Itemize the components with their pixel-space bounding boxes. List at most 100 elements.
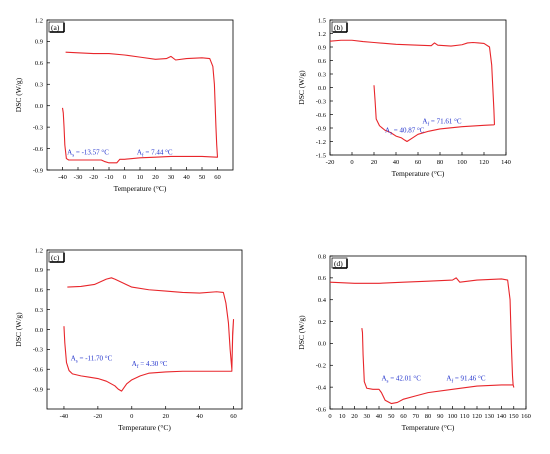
x-tick-label: -10 — [105, 174, 114, 181]
x-tick-label: 20 — [152, 174, 159, 181]
x-axis-label: Temperature (°C) — [402, 423, 455, 432]
y-tick-label: 0.6 — [318, 58, 327, 65]
y-tick-label: 1.2 — [35, 247, 43, 254]
transformation-temperature-annotation: Af = 7.44 °C — [137, 148, 173, 158]
x-tick-label: 90 — [437, 413, 444, 420]
x-tick-label: 150 — [509, 413, 519, 420]
y-tick-label: -0.9 — [316, 125, 326, 132]
y-tick-label: 0.3 — [35, 307, 43, 314]
x-tick-label: 100 — [457, 159, 467, 166]
y-tick-label: 0.0 — [318, 341, 326, 348]
x-tick-label: 100 — [448, 413, 458, 420]
panel-a: -40 -30 -20 -10 0 10 20 30 40 50 60 -0.9 -0.6 -0.3 0.0… — [14, 17, 234, 193]
x-tick-label: 20 — [162, 413, 169, 420]
x-tick-label: 60 — [415, 159, 422, 166]
x-tick-label: 10 — [339, 413, 346, 420]
y-tick-label: 1.5 — [318, 17, 326, 24]
y-axis-label: DSC (W/g) — [297, 70, 306, 105]
y-tick-label: 0.6 — [318, 275, 327, 282]
panel-b: -20 0 20 40 60 80 100 120 140 -1.5 -1.2 -0.9 -0.6 -0.… — [297, 17, 511, 178]
transformation-temperature-annotation: As = -13.57 °C — [67, 148, 109, 158]
x-tick-label: -20 — [326, 159, 335, 166]
x-tick-label: 30 — [168, 174, 175, 181]
x-tick-label: 0 — [123, 174, 126, 181]
x-tick-label: -40 — [60, 413, 69, 420]
x-tick-label: 50 — [199, 174, 206, 181]
y-tick-label: -0.3 — [33, 347, 43, 354]
transformation-temperature-annotation: Af = 71.61 °C — [422, 118, 461, 128]
y-tick-label: -0.6 — [316, 112, 327, 119]
y-tick-label: 0.4 — [318, 297, 327, 304]
y-axis-label: DSC (W/g) — [14, 77, 23, 112]
x-tick-label: 0 — [130, 413, 133, 420]
dsc-curve — [61, 51, 219, 164]
x-tick-label: 160 — [521, 413, 531, 420]
x-tick-label: 40 — [376, 413, 383, 420]
transformation-temperature-annotation: As = 40.87 °C — [385, 127, 425, 137]
dsc-curve — [63, 277, 235, 392]
y-tick-label: -0.3 — [316, 98, 326, 105]
x-tick-label: -20 — [89, 174, 98, 181]
x-tick-label: 80 — [425, 413, 432, 420]
x-tick-label: 40 — [196, 413, 203, 420]
y-tick-label: -0.6 — [33, 367, 44, 374]
transformation-temperature-annotation: Af = 4.30 °C — [132, 360, 168, 370]
panel-label: (b) — [334, 23, 343, 32]
transformation-temperature-annotation: As = 42.01 °C — [381, 375, 421, 385]
x-tick-label: 20 — [351, 413, 358, 420]
transformation-temperature-annotation: Af = 91.46 °C — [446, 375, 485, 385]
panel-d: 0 10 20 30 40 50 60 70 80 90 100 110 120 130 140 150 160… — [297, 253, 531, 432]
transformation-temperature-annotation: As = -11.70 °C — [71, 355, 113, 365]
y-tick-label: 0.3 — [318, 71, 326, 78]
x-tick-label: 110 — [460, 413, 470, 420]
y-tick-label: -0.9 — [33, 167, 43, 174]
y-tick-label: 1.2 — [35, 17, 43, 24]
y-tick-label: 0.2 — [318, 319, 326, 326]
dsc-curve — [329, 277, 515, 405]
x-axis-label: Temperature (°C) — [392, 169, 445, 178]
x-tick-label: 40 — [393, 159, 400, 166]
y-tick-label: 1.2 — [318, 31, 326, 38]
y-tick-label: -0.9 — [33, 386, 43, 393]
x-tick-label: -40 — [58, 174, 67, 181]
y-tick-label: -1.5 — [316, 152, 326, 159]
y-tick-label: 0.6 — [35, 60, 44, 67]
panel-c: -40 -20 0 20 40 60 -0.9 -0.6 -0.3 0.0 0.3 0.6 0.9 1.2… — [14, 247, 243, 432]
y-axis-label: DSC (W/g) — [297, 315, 306, 350]
y-tick-label: 0.0 — [35, 327, 43, 334]
x-tick-label: 30 — [364, 413, 371, 420]
x-tick-label: 120 — [479, 159, 489, 166]
x-tick-label: 70 — [413, 413, 420, 420]
x-tick-label: 130 — [484, 413, 494, 420]
x-tick-label: 140 — [497, 413, 507, 420]
y-tick-label: 0.9 — [318, 44, 326, 51]
x-tick-label: 140 — [501, 159, 511, 166]
y-tick-label: 0.8 — [318, 253, 326, 260]
y-tick-label: 0.6 — [35, 287, 44, 294]
y-tick-label: 0.0 — [35, 103, 43, 110]
dsc-curve — [329, 39, 496, 143]
x-tick-label: 60 — [400, 413, 407, 420]
x-tick-label: 0 — [350, 159, 353, 166]
y-axis-label: DSC (W/g) — [14, 312, 23, 347]
panel-label: (d) — [334, 259, 343, 268]
y-tick-label: 0.3 — [35, 82, 43, 89]
x-axis-label: Temperature (°C) — [118, 423, 171, 432]
x-tick-label: 60 — [214, 174, 221, 181]
x-tick-label: -30 — [74, 174, 83, 181]
y-tick-label: -0.3 — [33, 124, 43, 131]
x-tick-label: 50 — [388, 413, 395, 420]
plot-frame — [46, 249, 243, 410]
x-tick-label: 120 — [472, 413, 482, 420]
panel-label: (a) — [51, 23, 60, 32]
y-tick-label: 0.9 — [35, 39, 43, 46]
x-tick-label: 10 — [137, 174, 144, 181]
x-tick-label: 80 — [437, 159, 444, 166]
y-tick-label: -1.2 — [316, 139, 326, 146]
x-tick-label: 60 — [230, 413, 237, 420]
x-tick-label: 20 — [371, 159, 378, 166]
panel-label: (c) — [51, 253, 60, 262]
x-tick-label: -20 — [94, 413, 103, 420]
y-tick-label: -0.4 — [316, 384, 327, 391]
